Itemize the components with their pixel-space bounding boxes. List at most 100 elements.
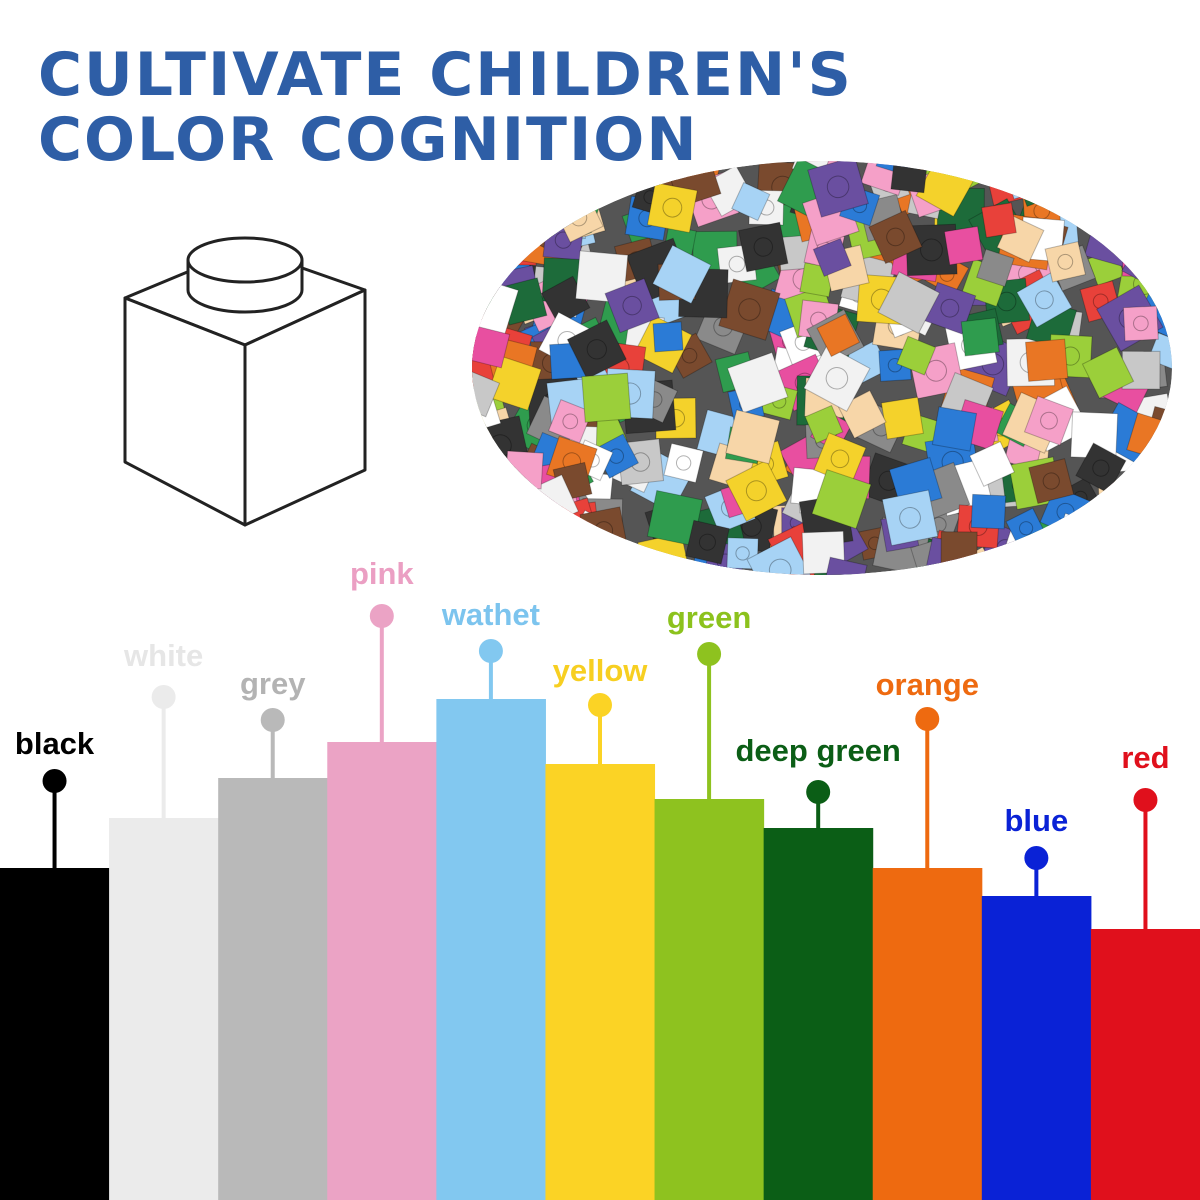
brick-face <box>486 355 542 411</box>
brick <box>481 503 540 562</box>
brick <box>1104 543 1142 575</box>
brick-face <box>877 271 941 335</box>
brick-face <box>652 321 684 353</box>
color-label: white <box>123 638 203 673</box>
brick-face <box>940 531 978 569</box>
brick <box>1085 175 1133 224</box>
brick-stud <box>1162 445 1172 466</box>
brick-face <box>1150 161 1172 180</box>
brick <box>1139 499 1172 537</box>
brick-stud <box>1133 315 1149 332</box>
brick-face <box>1125 463 1172 526</box>
brick-face <box>472 205 530 269</box>
brick <box>472 221 513 269</box>
title-line: COLOR COGNITION <box>38 105 699 175</box>
brick-face <box>1104 543 1142 575</box>
color-bar <box>1090 929 1200 1200</box>
brick-face <box>472 263 496 314</box>
brick-stud <box>826 175 850 199</box>
brick <box>1135 512 1172 557</box>
brick <box>976 248 1015 288</box>
brick-stud <box>527 553 549 575</box>
brick <box>663 442 704 484</box>
brick <box>472 452 500 501</box>
brick <box>685 519 730 565</box>
color-bars: black white grey pink wathet yellow green deep … <box>0 555 1200 1200</box>
brick <box>533 519 584 570</box>
brick-face <box>501 179 547 224</box>
pin-dot <box>369 604 394 628</box>
brick <box>1122 305 1159 342</box>
brick <box>1025 548 1079 575</box>
brick-stud <box>940 298 960 318</box>
brick-stud <box>588 547 611 570</box>
brick <box>604 277 660 334</box>
brick <box>725 459 788 522</box>
brick-face <box>1119 516 1165 562</box>
brick-stud <box>1053 164 1074 186</box>
brick-stud <box>1092 459 1110 477</box>
brick <box>472 201 509 251</box>
brick <box>807 161 869 218</box>
color-label: red <box>1121 740 1169 775</box>
brick-stud <box>1165 543 1172 562</box>
brick-stud <box>475 178 490 194</box>
brick <box>1150 161 1172 180</box>
brick-face <box>472 221 513 269</box>
brick <box>992 161 1032 186</box>
brick <box>1129 486 1167 524</box>
color-bar <box>872 868 983 1200</box>
brick-stud <box>1143 249 1166 273</box>
brick <box>1035 553 1076 575</box>
brick-face <box>1140 208 1172 253</box>
brick <box>472 263 496 314</box>
brick <box>943 225 984 266</box>
brick-stud <box>738 298 761 321</box>
brick-face <box>533 519 584 570</box>
brick-face <box>1063 507 1111 555</box>
brick <box>1110 543 1158 575</box>
brick-face <box>1085 175 1133 224</box>
brick <box>570 529 629 575</box>
brick <box>1146 430 1172 481</box>
brick-face <box>1081 346 1135 399</box>
brick <box>746 536 815 575</box>
brick <box>726 351 789 414</box>
brick <box>1119 516 1165 562</box>
brick-stud <box>472 521 489 540</box>
brick <box>821 556 868 575</box>
brick-stud <box>753 237 774 257</box>
brick <box>522 506 562 546</box>
brick-face <box>880 396 924 440</box>
brick-stud <box>1149 179 1172 201</box>
brick-stud <box>1033 202 1051 220</box>
brick-face <box>1151 161 1172 193</box>
brick-stud <box>478 500 495 517</box>
brick-stud <box>888 161 904 163</box>
brick <box>486 355 542 411</box>
brick-stud <box>925 359 947 382</box>
brick-face <box>472 452 500 501</box>
brick <box>981 202 1017 239</box>
brick-face <box>1110 543 1158 575</box>
brick-face <box>504 450 544 490</box>
brick <box>581 372 632 423</box>
brick-stud <box>1170 239 1172 258</box>
brick <box>725 409 781 465</box>
brick-face <box>511 515 574 575</box>
brick <box>881 489 939 547</box>
title-line: CULTIVATE CHILDREN'S <box>38 40 853 110</box>
brick-face <box>512 538 564 575</box>
brick-face <box>472 503 507 558</box>
brick <box>1142 443 1172 502</box>
brick-stud <box>1042 472 1060 490</box>
brick-face <box>1133 168 1172 218</box>
brick-face <box>1094 178 1147 231</box>
brick <box>803 344 871 413</box>
brick-stud <box>899 506 921 529</box>
brick-face <box>1025 548 1079 575</box>
brick-stud <box>662 197 683 218</box>
brick-stud <box>473 480 491 498</box>
color-label: black <box>15 726 95 761</box>
brick-stud <box>735 546 750 561</box>
